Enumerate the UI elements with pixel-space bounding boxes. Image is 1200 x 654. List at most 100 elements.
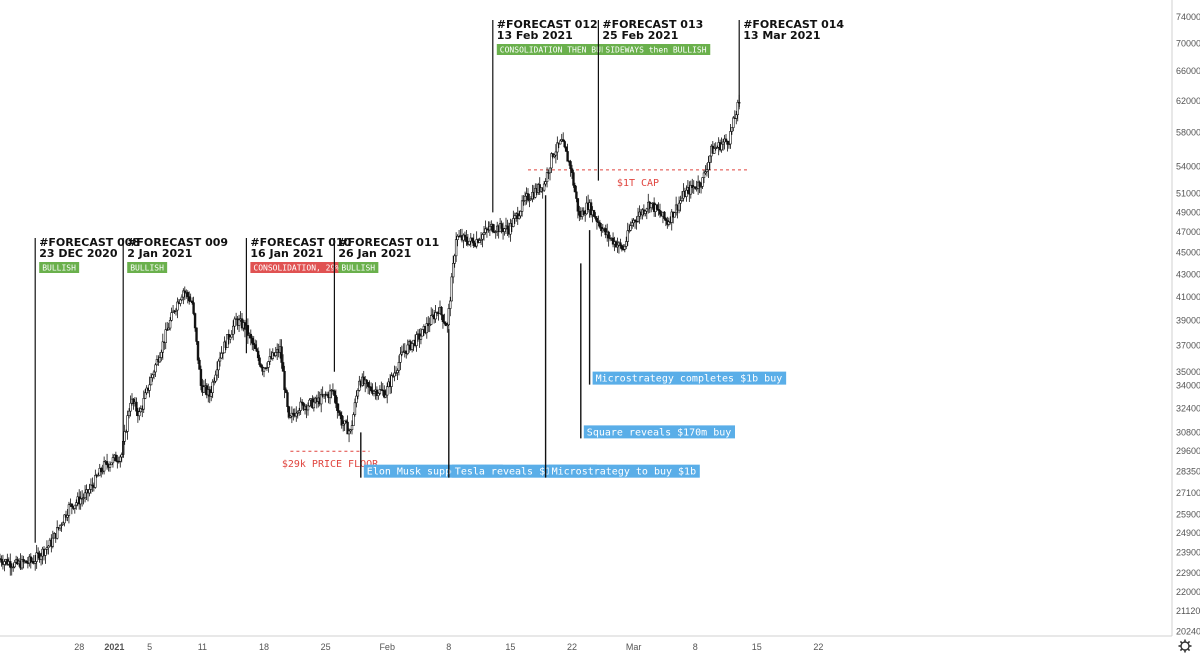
candle [616,237,619,253]
candle [259,363,263,369]
event-label-bg [592,371,787,385]
candle [410,343,414,353]
price-tick-label: 39000 [1176,316,1200,326]
forecast-id: #FORECAST 010 [250,236,351,249]
candle [471,237,474,244]
candle [625,236,628,250]
candle [440,306,443,321]
candle [645,207,649,220]
candle [393,365,396,382]
candle [154,362,157,377]
candle [544,178,547,187]
candle [396,368,399,381]
candle [192,296,195,316]
date-tick-label: 22 [813,642,823,652]
candle [22,555,25,569]
candle [597,215,600,227]
candle [693,186,697,190]
candle [513,212,517,224]
candle [465,229,468,246]
candle [727,140,731,149]
forecast-date: 23 DEC 2020 [39,247,118,260]
forecast-tag-bg [602,44,711,55]
candle [300,399,304,406]
price-tick-label: 58000 [1176,127,1200,137]
forecast-date: 13 Feb 2021 [497,29,573,42]
candle [132,397,135,410]
candle [138,407,141,421]
candle [33,554,37,571]
candle [66,508,69,522]
candle [561,132,565,142]
price-level-label: $1T CAP [617,178,659,189]
candle [556,136,559,160]
candle [399,346,402,370]
candle [583,210,587,222]
candle [720,137,723,153]
candle [283,365,286,399]
candle [594,212,597,221]
date-tick-label: 8 [446,642,451,652]
candle [344,419,348,424]
candle [281,354,285,372]
date-tick-label: 11 [198,642,207,652]
candle [522,195,525,206]
candle [299,397,302,415]
price-tick-label: 41000 [1176,292,1200,302]
candle [699,182,703,194]
candle [365,379,368,389]
candle [328,384,332,405]
candle [246,318,250,344]
price-tick-label: 25900 [1176,509,1200,519]
candle [456,234,459,247]
candle [334,389,338,409]
candle-layer [0,94,741,576]
candle [9,553,12,576]
candle [732,115,735,132]
candle [488,221,492,236]
candle [419,328,423,345]
candle [3,559,6,572]
forecast-tag: CONSOLIDATION THEN BULLISH [500,46,625,55]
candle [337,403,340,417]
candle [369,382,373,393]
candle [286,390,289,413]
candle [573,182,577,193]
candle [265,362,269,371]
candle [347,428,351,443]
candle [58,524,62,532]
candle [484,220,487,235]
settings-button[interactable] [1178,639,1192,653]
price-tick-label: 34000 [1176,381,1200,391]
candle [358,375,361,392]
candle [129,395,132,417]
candle [25,560,28,564]
forecast-tag-bg [39,262,80,273]
candle [421,329,424,337]
date-tick-label: 22 [567,642,577,652]
forecast-tag: SIDEWAYS then BULLISH [605,46,706,55]
price-axis-ticks: 74000 70000 66000 62000 58000 54000 51000 49000… [1176,12,1200,636]
candle [20,555,24,571]
candle [545,167,549,188]
price-tick-label: 37000 [1176,340,1200,350]
candle [406,339,409,356]
price-tick-label: 45000 [1176,248,1200,258]
candle [105,453,109,470]
news-event: Square reveals $170m buy [580,263,735,439]
candle [340,411,343,429]
candle [111,453,115,468]
candle [319,388,323,413]
candle [94,469,97,489]
candle [736,99,739,122]
candle [626,222,629,246]
candle [721,138,725,151]
candle [73,504,77,514]
candle [237,314,241,333]
candle [355,390,358,408]
candle [214,370,217,384]
